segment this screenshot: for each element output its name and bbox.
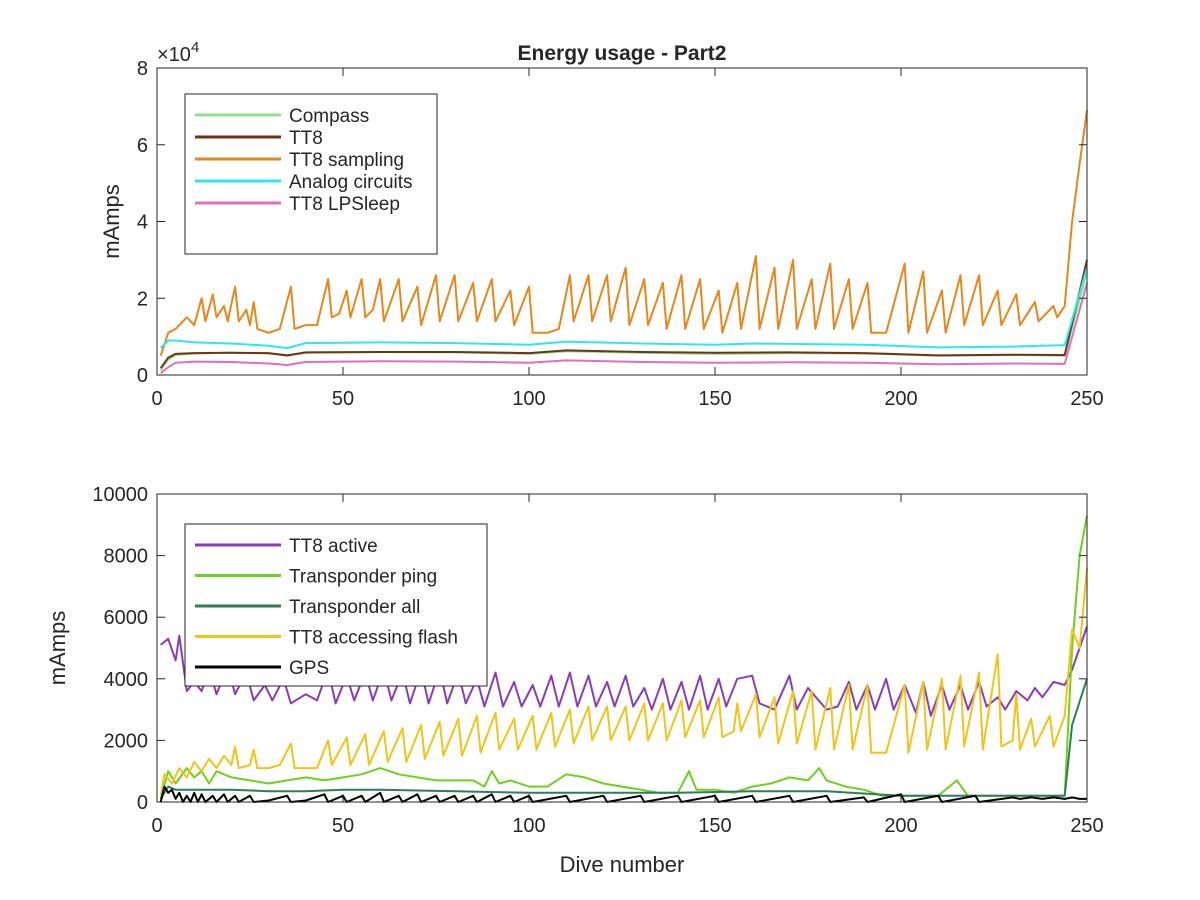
x-tick-label: 0 <box>151 388 162 410</box>
chart-title: Energy usage - Part2 <box>518 42 727 65</box>
x-tick-label: 250 <box>1070 815 1103 837</box>
series-line-analog-circuits <box>159 267 1088 350</box>
x-tick-label: 200 <box>884 815 917 837</box>
x-axis-label: Dive number <box>560 852 685 877</box>
y-tick-label: 0 <box>137 792 148 814</box>
x-tick-label: 0 <box>151 815 162 837</box>
y-exponent-base: ×10 <box>157 44 191 66</box>
y-axis-label: mAmps <box>99 184 124 259</box>
y-tick-label: 2 <box>137 288 148 310</box>
series-line-tt8 <box>159 259 1088 369</box>
y-exponent-power: 4 <box>191 39 199 56</box>
series-line-gps <box>159 785 1087 803</box>
legend-label: GPS <box>289 658 329 679</box>
y-tick-label: 4000 <box>104 669 149 691</box>
legend-label: Analog circuits <box>289 172 413 193</box>
legend-label: Transponder ping <box>289 567 437 588</box>
x-tick-label: 50 <box>332 388 354 410</box>
y-tick-label: 2000 <box>104 730 149 752</box>
y-tick-label: 4 <box>137 212 148 234</box>
y-tick-label: 10000 <box>92 484 148 506</box>
y-tick-label: 0 <box>137 365 148 387</box>
legend-label: Transponder all <box>289 597 420 618</box>
y-tick-label: 6 <box>137 135 148 157</box>
axes-frame <box>156 493 1088 803</box>
axes-2: 0 50 100 150 200 250 0 2000 4000 6000 8000 10000 mAm… <box>45 484 1104 877</box>
x-tick-label: 100 <box>512 388 545 410</box>
series-line-tt8-sampling <box>159 110 1088 357</box>
legend-label: Compass <box>289 106 369 127</box>
legend-label: TT8 sampling <box>289 150 404 171</box>
y-exponent-label: ×104 <box>157 39 199 66</box>
x-tick-label: 150 <box>698 815 731 837</box>
x-tick-label: 200 <box>884 388 917 410</box>
legend-label: TT8 accessing flash <box>289 628 458 649</box>
x-tick-label: 100 <box>512 815 545 837</box>
y-tick-label: 8 <box>137 58 148 80</box>
series-line-tt8-lpsleep <box>160 282 1088 374</box>
series-group <box>159 110 1088 374</box>
x-tick-label: 50 <box>332 815 354 837</box>
y-axis-label: mAmps <box>45 611 70 686</box>
series-line-tt8-accessing-flash <box>159 567 1088 796</box>
legend-label: TT8 LPSleep <box>289 194 400 215</box>
y-tick-label: 6000 <box>104 607 149 629</box>
x-tick-label: 250 <box>1070 388 1103 410</box>
legend: TT8 active Transponder ping Transponder al… <box>184 523 488 687</box>
legend-label: TT8 <box>289 128 323 149</box>
series-line-transponder-all <box>159 678 1088 800</box>
y-tick-label: 8000 <box>104 546 149 568</box>
legend-box <box>184 93 438 255</box>
x-tick-label: 150 <box>698 388 731 410</box>
legend-label: TT8 active <box>289 536 378 557</box>
series-group <box>159 515 1088 803</box>
